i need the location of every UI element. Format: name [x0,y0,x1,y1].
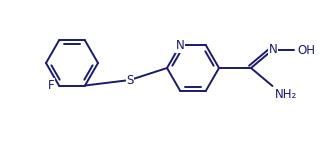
Text: NH₂: NH₂ [274,88,297,101]
Text: F: F [47,79,54,92]
Text: N: N [176,39,184,52]
Text: N: N [269,43,278,56]
Text: OH: OH [297,43,316,56]
Text: S: S [126,73,134,86]
